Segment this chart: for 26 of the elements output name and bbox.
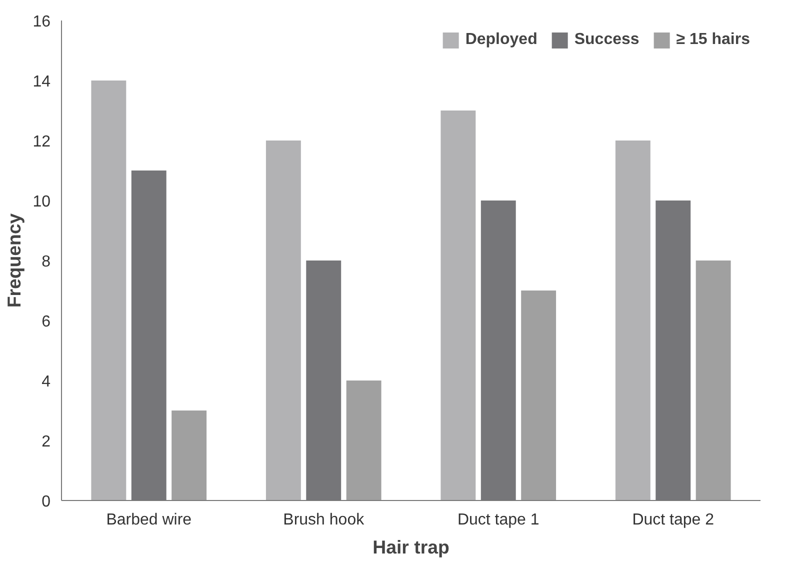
bar <box>440 110 476 500</box>
bar <box>266 140 301 500</box>
y-tick-label: 4 <box>42 374 51 390</box>
y-tick-label: 2 <box>42 434 51 450</box>
y-tick-label: 12 <box>32 134 51 150</box>
y-tick-label: 0 <box>42 494 51 510</box>
legend-label: Deployed <box>465 31 538 49</box>
x-tick-label: Duct tape 1 <box>457 512 540 528</box>
y-tick-label: 14 <box>32 74 51 90</box>
legend-label: Success <box>574 31 640 49</box>
bar <box>521 290 556 500</box>
bar <box>615 140 650 500</box>
y-tick-label: 8 <box>42 254 51 270</box>
y-tick-label: 6 <box>42 314 51 330</box>
y-axis-title: Frequency <box>4 212 25 308</box>
bar <box>91 80 126 500</box>
bar <box>172 410 207 500</box>
legend-label: ≥ 15 hairs <box>676 31 750 49</box>
bar <box>346 380 382 500</box>
y-tick-label: 16 <box>32 14 51 30</box>
x-axis-title: Hair trap <box>372 536 450 558</box>
bar <box>696 260 731 500</box>
x-tick-label: Brush hook <box>283 512 366 528</box>
x-tick-label: Duct tape 2 <box>632 512 714 528</box>
x-tick-label: Barbed wire <box>106 512 192 528</box>
y-tick-label: 10 <box>32 194 51 210</box>
